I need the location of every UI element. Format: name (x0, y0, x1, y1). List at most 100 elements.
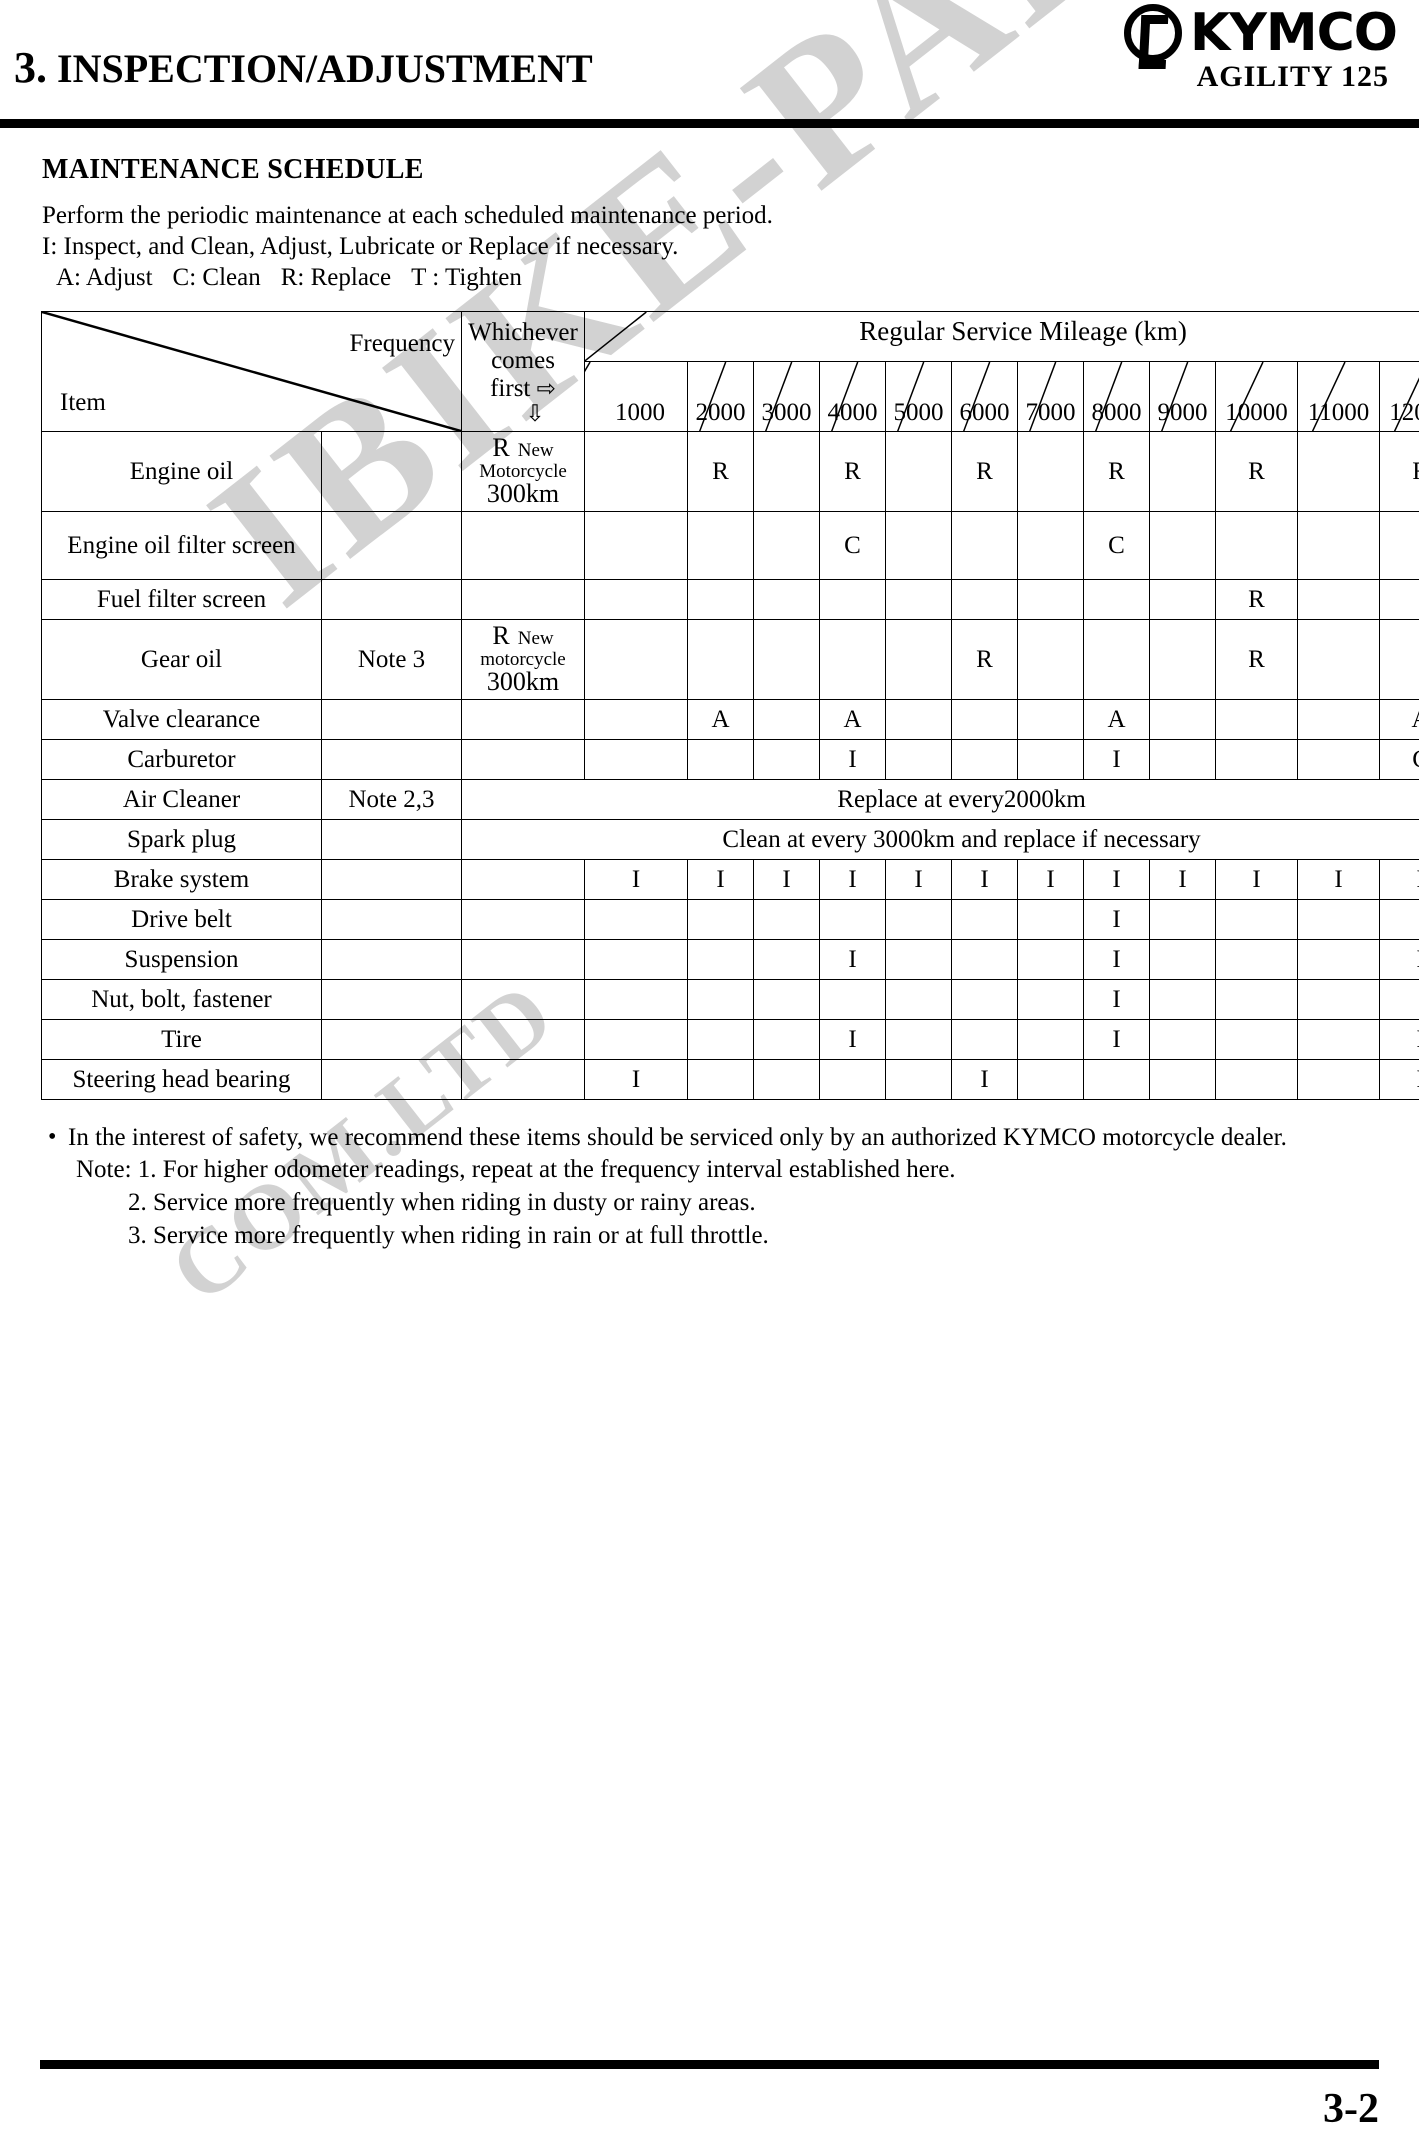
row-whichever-first-cell (461, 739, 585, 781)
schedule-cell: R (819, 430, 886, 513)
schedule-cell (1297, 430, 1380, 513)
schedule-cell (584, 430, 688, 513)
schedule-cell (885, 899, 952, 941)
schedule-cell (1297, 579, 1380, 621)
schedule-cell: I (584, 859, 688, 901)
schedule-cell (1149, 699, 1216, 741)
schedule-cell: I (1378, 939, 1419, 981)
schedule-cell (819, 899, 886, 941)
table-row: Spark plug Clean at every 3000km and repl… (41, 819, 1419, 861)
whichever-comes-first-header: Whichever comes first ⇨ ⇩ (461, 311, 585, 432)
table-row: Engine oil filter screen C C (41, 511, 1419, 581)
whichever-line-3: first ⇨ (490, 374, 556, 402)
row-item-name: Engine oil filter screen (41, 511, 322, 581)
intro-line-1: Perform the periodic maintenance at each… (42, 202, 773, 229)
schedule-cell (687, 1019, 754, 1061)
schedule-cell: I (1149, 859, 1216, 901)
schedule-cell (1149, 979, 1216, 1021)
schedule-cell: I (1083, 1019, 1150, 1061)
mileage-column-header: 10000 (1215, 360, 1298, 433)
table-row: Gear oil Note 3 R New motorcycle 300km R R (41, 619, 1419, 701)
schedule-cell (1297, 699, 1380, 741)
schedule-cell: I (819, 739, 886, 781)
schedule-cell (1378, 511, 1419, 581)
mileage-value: 4000 (827, 399, 878, 426)
schedule-cell (1017, 979, 1084, 1021)
schedule-cell: I (1378, 859, 1419, 901)
row-whichever-first-cell (461, 511, 585, 581)
schedule-cell (1149, 579, 1216, 621)
arrow-right-icon: ⇨ (536, 375, 556, 401)
note-line-3: 3. Service more frequently when riding i… (128, 1222, 769, 1250)
note-1-text: 1. For higher odometer readings, repeat … (137, 1156, 956, 1184)
schedule-cell (885, 511, 952, 581)
row-item-name: Brake system (41, 859, 322, 901)
schedule-cell (753, 979, 820, 1021)
schedule-cell (1215, 899, 1298, 941)
schedule-cell: I (1378, 1019, 1419, 1061)
schedule-cell (687, 979, 754, 1021)
schedule-cell: I (687, 859, 754, 901)
row-whichever-first-cell (461, 939, 585, 981)
schedule-cell (1017, 739, 1084, 781)
schedule-cell (584, 511, 688, 581)
schedule-cell (584, 739, 688, 781)
new-motorcycle-word: motorcycle (480, 648, 566, 670)
header-divider (0, 119, 1419, 128)
schedule-cell (687, 1059, 754, 1101)
note-line-1: Note: 1. For higher odometer readings, r… (46, 1153, 1376, 1186)
schedule-cell (753, 739, 820, 781)
schedule-cell (951, 939, 1018, 981)
row-item-name: Fuel filter screen (41, 579, 322, 621)
row-note-cell: Note 2,3 (321, 779, 462, 821)
mileage-column-header: 7000 (1017, 360, 1084, 433)
table-row: Steering head bearing I I I (41, 1059, 1419, 1101)
schedule-cell: I (1083, 939, 1150, 981)
legend-adjust: A: Adjust (56, 264, 153, 291)
intro-block: MAINTENANCE SCHEDULE Perform the periodi… (42, 154, 1419, 293)
row-whichever-first-cell (461, 699, 585, 741)
schedule-cell (1215, 939, 1298, 981)
maintenance-schedule-table: Frequency Item Whichever comes first ⇨ ⇩ Regul… (41, 311, 1419, 1101)
row-note-cell (321, 939, 462, 981)
schedule-cell (753, 899, 820, 941)
schedule-cell (1017, 430, 1084, 513)
schedule-cell (584, 979, 688, 1021)
schedule-cell (1149, 430, 1216, 513)
schedule-cell (584, 939, 688, 981)
row-note-cell (321, 511, 462, 581)
schedule-cell (1017, 699, 1084, 741)
chapter-number: 3. (14, 43, 47, 92)
schedule-cell (1215, 979, 1298, 1021)
schedule-cell (584, 699, 688, 741)
schedule-cell: I (1083, 979, 1150, 1021)
schedule-cell (951, 511, 1018, 581)
row-whichever-first-cell: R New Motorcycle 300km (461, 430, 585, 513)
schedule-cell: I (584, 1059, 688, 1101)
schedule-cell (687, 619, 754, 701)
mileage-group-label: Regular Service Mileage (km) (859, 316, 1187, 346)
schedule-cell: I (1017, 859, 1084, 901)
row-item-name: Nut, bolt, fastener (41, 979, 322, 1021)
item-label: Item (60, 389, 106, 416)
schedule-cell: R (951, 430, 1018, 513)
schedule-cell (753, 699, 820, 741)
schedule-cell: I (1083, 739, 1150, 781)
schedule-cell (687, 579, 754, 621)
schedule-cell (951, 579, 1018, 621)
row-item-name: Suspension (41, 939, 322, 981)
schedule-cell (753, 430, 820, 513)
schedule-cell (584, 619, 688, 701)
row-item-name: Air Cleaner (41, 779, 322, 821)
schedule-cell (1017, 619, 1084, 701)
schedule-cell: C (1083, 511, 1150, 581)
table-row: Drive belt I (41, 899, 1419, 941)
schedule-cell (885, 619, 952, 701)
row-note-cell (321, 739, 462, 781)
bullet-icon: • (48, 1124, 57, 1151)
schedule-cell (753, 939, 820, 981)
row-whichever-first-cell (461, 1019, 585, 1061)
legend-replace: R: Replace (280, 264, 392, 291)
schedule-cell: I (951, 1059, 1018, 1101)
schedule-cell: R (1215, 619, 1298, 701)
